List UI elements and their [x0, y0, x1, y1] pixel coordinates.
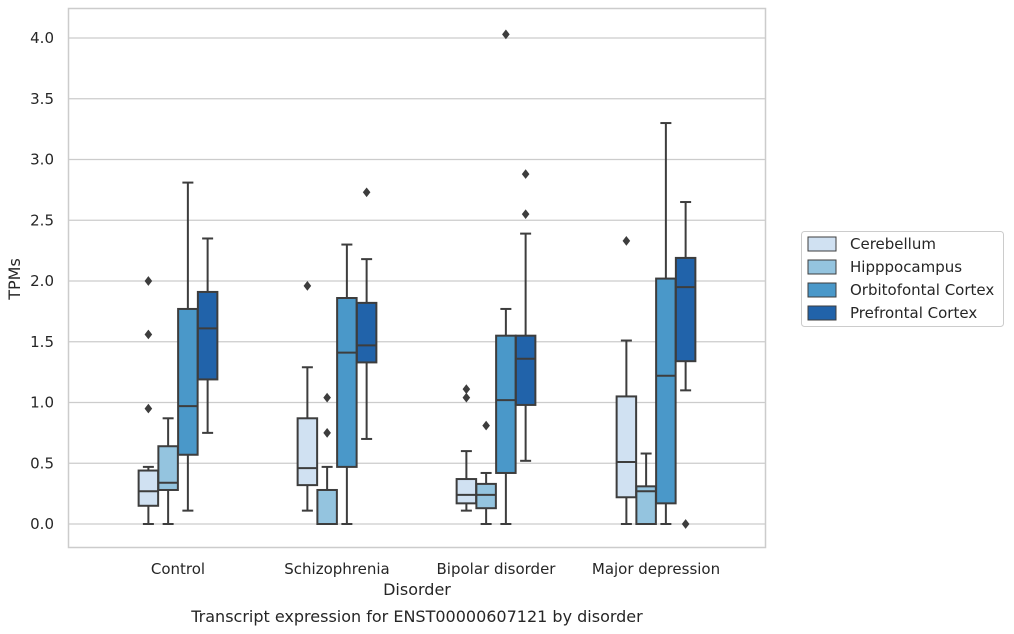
outlier-point [681, 519, 690, 529]
box-group [495, 29, 517, 525]
box [296, 417, 319, 487]
box [655, 277, 677, 505]
legend-label: Hipppocampus [850, 258, 962, 276]
outlier-point [144, 276, 153, 286]
x-tick-label: Bipolar disorder [437, 560, 557, 578]
box-group [615, 236, 638, 525]
box-group [157, 417, 179, 525]
y-tick-label: 2.5 [30, 211, 54, 229]
y-tick-label: 4.0 [30, 29, 54, 47]
box [514, 334, 537, 406]
box-group [455, 384, 478, 512]
outlier-point [462, 384, 471, 394]
outlier-point [521, 209, 530, 220]
outlier-point [362, 187, 371, 198]
y-tick-label: 2.0 [30, 272, 54, 290]
x-tick-label: Major depression [592, 560, 720, 578]
outlier-point [521, 169, 530, 179]
box-group [316, 392, 338, 526]
box [355, 301, 378, 364]
box-group [355, 187, 378, 440]
box [336, 297, 358, 468]
x-tick-labels: Control Schizophrenia Bipolar disorder Majo… [151, 560, 720, 578]
legend-frame [801, 231, 1004, 327]
box [455, 478, 478, 505]
outlier-point [622, 236, 631, 246]
chart-caption: Transcript expression for ENST0000060712… [190, 607, 643, 626]
box-group [674, 201, 697, 529]
box [615, 395, 638, 499]
legend-swatch [807, 236, 837, 252]
y-tick-label: 1.0 [30, 394, 54, 412]
outlier-point [502, 29, 510, 40]
box [475, 482, 497, 510]
legend-swatch [807, 305, 837, 321]
legend-swatch [807, 259, 837, 275]
x-tick-label: Control [151, 560, 205, 578]
legend-label: Orbitofontal Cortex [850, 281, 994, 299]
box-group [137, 276, 160, 525]
y-axis-label: TPMs [5, 258, 24, 301]
outlier-point [303, 281, 312, 291]
outlier-point [144, 329, 153, 340]
outlier-point [144, 403, 153, 414]
plot-area-frame [67, 7, 767, 549]
box-series-group [137, 29, 697, 529]
box-group [475, 420, 497, 525]
box [196, 290, 219, 381]
box-group [635, 452, 657, 525]
box-group [655, 122, 677, 525]
box-group [296, 281, 319, 512]
box-group [196, 237, 219, 434]
box [635, 485, 657, 525]
y-tick-label: 3.5 [30, 90, 54, 108]
box-group [336, 243, 358, 525]
outlier-point [462, 392, 471, 403]
box [495, 334, 517, 474]
legend-label: Cerebellum [850, 235, 936, 253]
box [177, 307, 199, 456]
y-tick-labels: 0.0 0.5 1.0 1.5 2.0 2.5 3.0 3.5 4.0 [30, 29, 54, 533]
y-tick-label: 0.5 [30, 454, 54, 472]
box-group [177, 181, 199, 512]
box [316, 488, 338, 526]
x-axis-label: Disorder [383, 580, 451, 599]
x-tick-label: Schizophrenia [284, 560, 389, 578]
y-tick-label: 1.5 [30, 333, 54, 351]
outlier-point [482, 420, 490, 431]
box [674, 256, 697, 363]
legend-swatch [807, 282, 837, 298]
box [137, 469, 160, 507]
outlier-point [323, 428, 331, 438]
box-group [514, 169, 537, 462]
y-tick-label: 0.0 [30, 515, 54, 533]
box [157, 445, 179, 491]
legend: Cerebellum Hipppocampus Orbitofontal Corte… [801, 231, 1004, 327]
y-tick-label: 3.0 [30, 151, 54, 169]
legend-label: Prefrontal Cortex [850, 304, 977, 322]
outlier-point [323, 392, 331, 403]
